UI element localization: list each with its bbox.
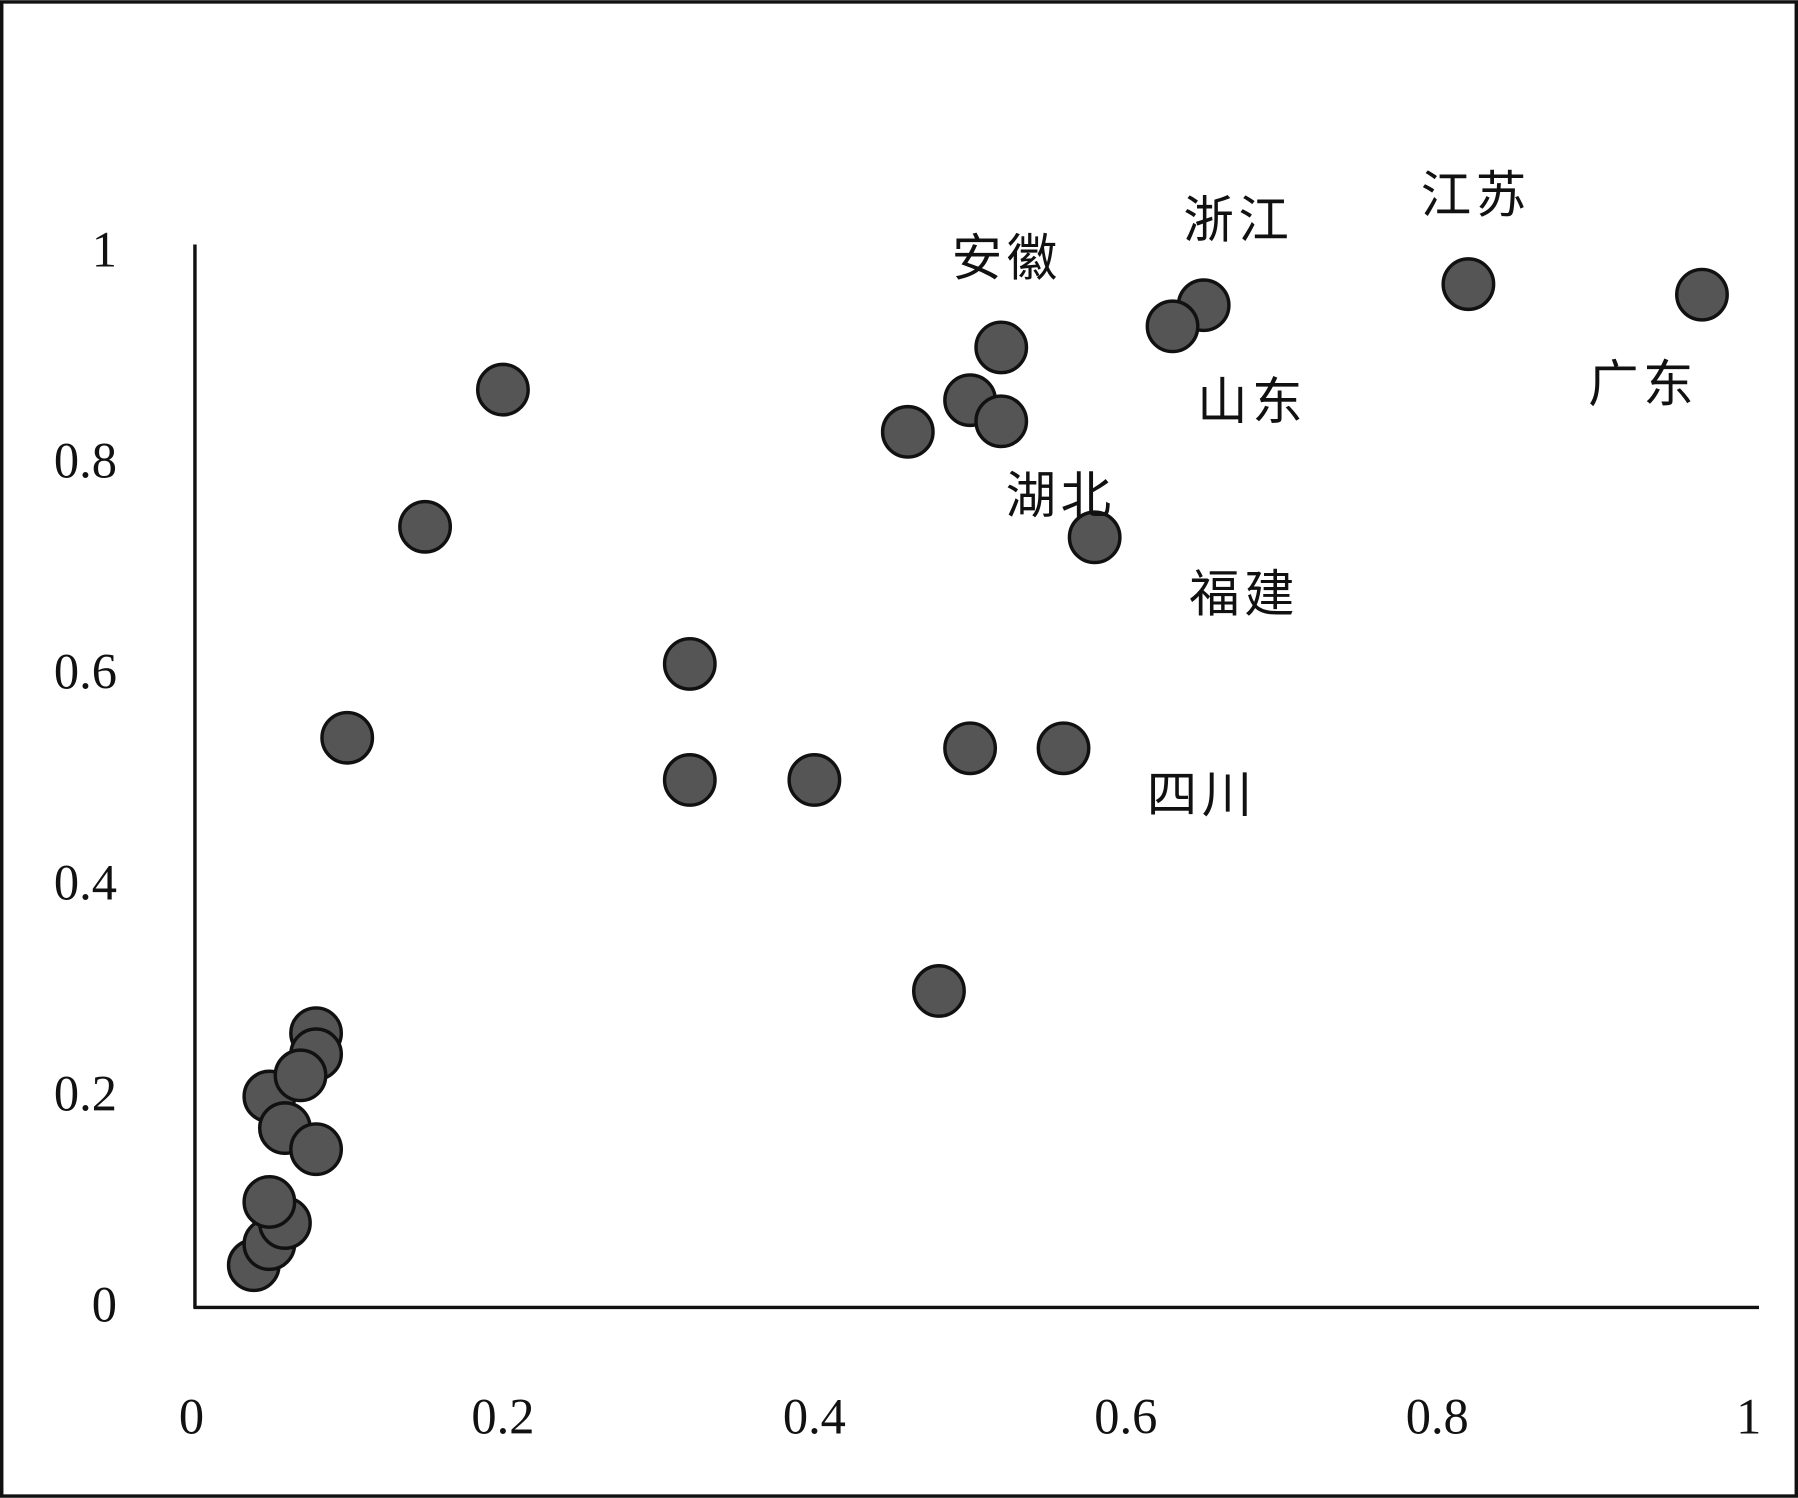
- point: [1441, 257, 1496, 312]
- point: [398, 499, 453, 554]
- point: [289, 1122, 344, 1177]
- annotation: 湖北: [1006, 468, 1116, 524]
- annotation: 广东: [1588, 357, 1698, 413]
- annotation: 浙江: [1183, 193, 1293, 249]
- point: [273, 1048, 328, 1103]
- point: [974, 394, 1029, 449]
- x-tick-label: 0.8: [1406, 1389, 1469, 1445]
- y-tick-label: 0.6: [54, 643, 117, 699]
- x-tick-label: 0.4: [783, 1389, 846, 1445]
- x-tick-label: 0: [179, 1389, 204, 1445]
- point: [662, 753, 717, 807]
- point: [974, 320, 1029, 375]
- point: [662, 636, 717, 691]
- point: [787, 753, 842, 807]
- point: [1036, 721, 1091, 776]
- point: [1145, 299, 1200, 354]
- point: [242, 1174, 297, 1229]
- x-tick-label: 0.6: [1094, 1389, 1157, 1445]
- annotation: 安徽: [952, 231, 1062, 287]
- annotation: 江苏: [1421, 167, 1531, 223]
- y-tick-label: 0.2: [54, 1065, 117, 1121]
- annotation: 四川: [1147, 767, 1257, 823]
- point: [1067, 510, 1122, 565]
- x-tick-label: 1: [1736, 1389, 1761, 1445]
- point: [320, 710, 375, 765]
- y-tick-label: 0.4: [54, 854, 117, 910]
- y-tick-label: 0.8: [54, 432, 117, 488]
- point: [475, 362, 530, 417]
- y-tick-label: 0: [92, 1276, 117, 1332]
- annotation: 福建: [1189, 567, 1299, 623]
- point: [943, 721, 998, 776]
- y-tick-label: 1: [92, 221, 117, 277]
- point: [1675, 267, 1729, 322]
- annotation: 山东: [1197, 374, 1307, 430]
- x-tick-label: 0.2: [471, 1389, 534, 1445]
- point: [912, 964, 966, 1018]
- point: [880, 404, 935, 459]
